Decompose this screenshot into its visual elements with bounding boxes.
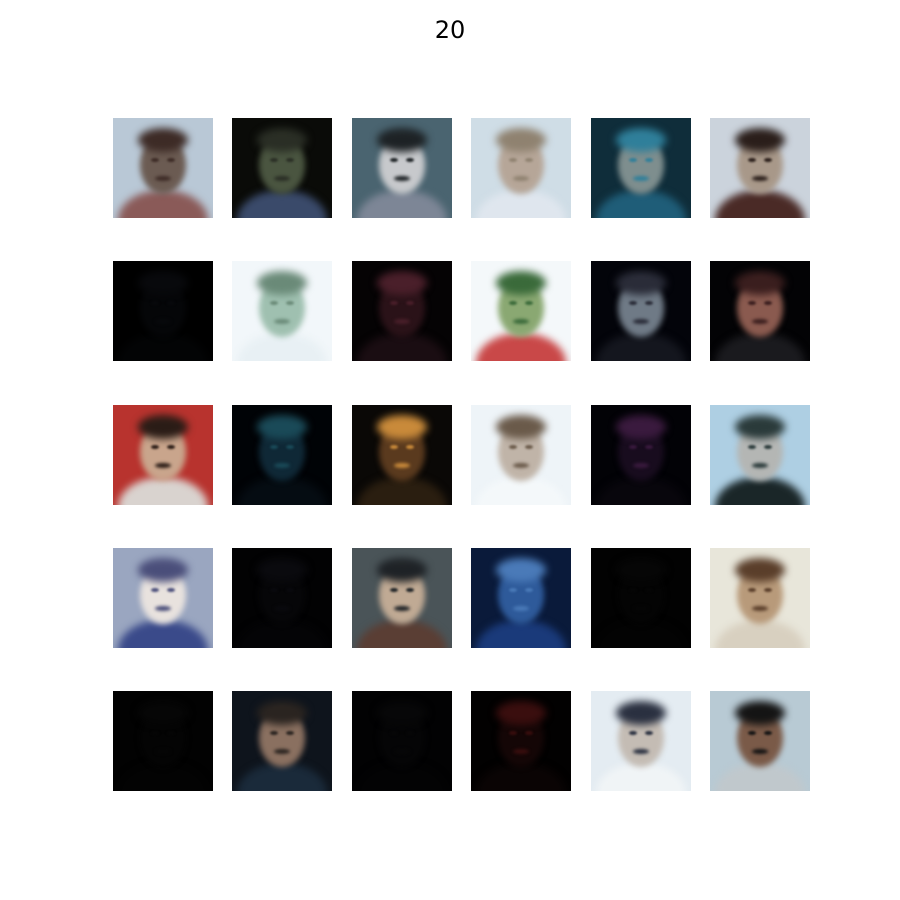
generated-image-10 [471,261,571,361]
generated-image-24 [710,548,810,648]
generated-image-30 [710,691,810,791]
generated-image-17 [591,405,691,505]
generated-image-15 [352,405,452,505]
generated-image-12 [710,261,810,361]
generated-image-3 [352,118,452,218]
generated-image-27 [352,691,452,791]
image-grid [113,118,810,791]
generated-image-4 [471,118,571,218]
generated-image-8 [232,261,332,361]
generated-image-28 [471,691,571,791]
generated-image-25 [113,691,213,791]
generated-image-26 [232,691,332,791]
generated-image-13 [113,405,213,505]
generated-image-6 [710,118,810,218]
generated-image-7 [113,261,213,361]
generated-image-9 [352,261,452,361]
generated-image-23 [591,548,691,648]
generated-image-14 [232,405,332,505]
generated-image-5 [591,118,691,218]
generated-image-18 [710,405,810,505]
generated-image-1 [113,118,213,218]
generated-image-16 [471,405,571,505]
generated-image-11 [591,261,691,361]
generated-image-20 [232,548,332,648]
generated-image-21 [352,548,452,648]
generated-image-22 [471,548,571,648]
generated-image-29 [591,691,691,791]
generated-image-19 [113,548,213,648]
generated-image-2 [232,118,332,218]
figure-title: 20 [434,16,466,44]
